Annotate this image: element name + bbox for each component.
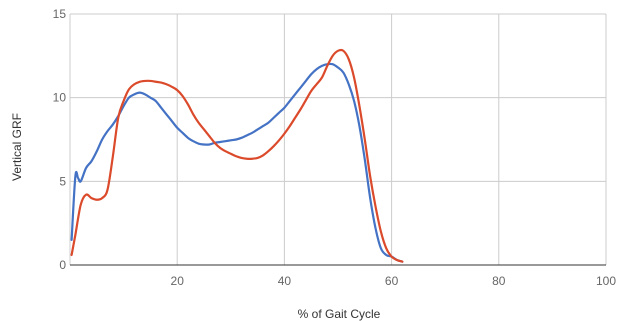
y-tick-label: 10 [53,91,67,105]
x-tick-label: 20 [171,274,185,288]
grid-layer [69,13,607,266]
y-tick-label: 15 [53,7,67,21]
series-line-2 [70,48,404,263]
series-line-1 [70,62,404,263]
x-tick-label: 100 [596,274,616,288]
x-tick-label: 40 [278,274,292,288]
y-axis-title: Vertical GRF [10,113,24,181]
x-tick-label: 60 [385,274,399,288]
y-tick-label: 0 [59,258,66,272]
ticks-layer: 0 5 10 15 20 40 60 80 100 [53,7,617,288]
series-layer [70,48,404,263]
y-tick-label: 5 [59,174,66,188]
x-tick-label: 80 [492,274,506,288]
x-axis-title: % of Gait Cycle [298,307,381,321]
